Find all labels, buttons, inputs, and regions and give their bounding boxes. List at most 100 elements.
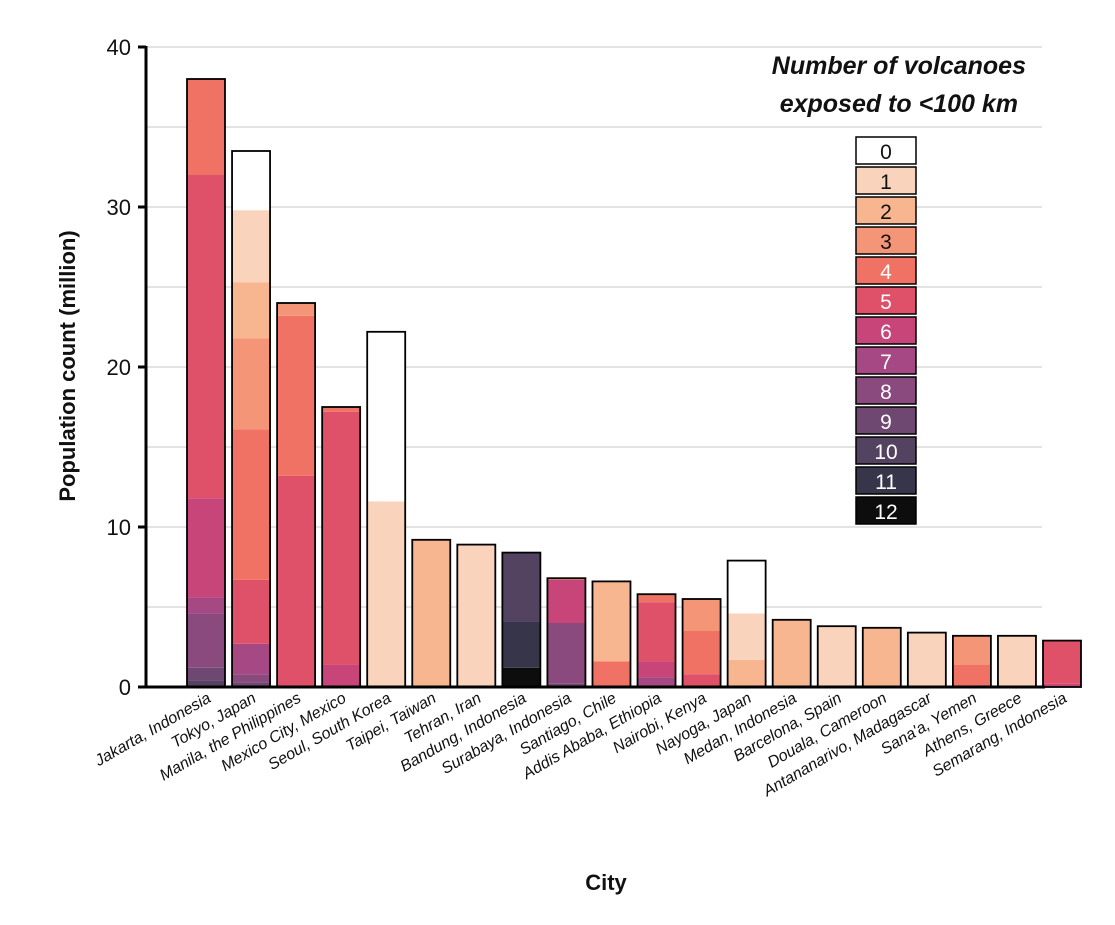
bar-group <box>861 626 902 688</box>
bar-segment <box>547 683 586 687</box>
bar-segment <box>502 667 541 687</box>
bar-group <box>501 551 542 688</box>
bar-segment <box>187 498 225 598</box>
bar-segment <box>997 635 1036 687</box>
bar-group <box>456 543 497 688</box>
legend-swatch <box>855 406 917 435</box>
bar-group <box>726 559 767 688</box>
legend-swatch <box>855 286 917 315</box>
legend-label: 3 <box>880 231 892 254</box>
bar-segment <box>232 643 271 675</box>
legend-swatch <box>855 376 917 405</box>
bar-segment <box>682 631 721 675</box>
bar-segment <box>232 338 271 430</box>
bar-segment <box>502 552 541 622</box>
bar-segment <box>727 560 766 614</box>
legend-label: 11 <box>875 471 897 494</box>
legend-label: 7 <box>880 351 892 374</box>
legend-swatch <box>855 496 917 525</box>
legend-swatch <box>855 196 917 225</box>
legend-swatch <box>855 436 917 465</box>
bar-segment <box>952 664 991 687</box>
bar-segment <box>592 661 631 687</box>
legend-title-line-1: Number of volcanoes <box>772 52 1026 80</box>
legend-label: 8 <box>880 381 892 404</box>
legend-swatch <box>855 226 917 255</box>
bar-segment <box>547 579 586 623</box>
bar-outline <box>1042 639 1082 688</box>
legend-label: 5 <box>880 291 892 314</box>
bar-segment <box>322 411 361 665</box>
legend-swatch <box>855 466 917 495</box>
bar-segment <box>232 151 271 211</box>
legend-label: 4 <box>880 261 892 284</box>
legend-swatch <box>855 136 917 165</box>
bar-segment <box>187 680 225 687</box>
legend-label: 12 <box>874 501 897 524</box>
bar-segment <box>772 619 811 687</box>
bar-segment <box>367 331 406 502</box>
bar-segment <box>187 175 225 499</box>
x-axis-title: City <box>585 870 627 895</box>
bar-group <box>366 330 407 688</box>
bar-group <box>186 78 226 688</box>
bar-segment <box>187 597 225 614</box>
bar-segment <box>952 635 991 665</box>
bar-group <box>321 406 362 688</box>
bar-segment <box>682 674 721 687</box>
bar-segment <box>277 315 316 476</box>
y-ticks: 0 10 20 30 40 <box>107 35 146 700</box>
bar-segment <box>1043 640 1081 684</box>
bar-segment <box>637 602 676 662</box>
legend-label: 6 <box>880 321 892 344</box>
bar-group <box>276 302 317 688</box>
bar-group <box>411 538 452 688</box>
bar-segment <box>727 613 766 660</box>
bar-group <box>681 598 722 688</box>
y-tick-label: 30 <box>107 195 131 220</box>
bar-segment <box>232 429 271 580</box>
bar-group <box>591 580 632 688</box>
bar-group <box>771 618 812 688</box>
bar-segment <box>232 674 271 683</box>
legend-swatch <box>855 316 917 345</box>
bar-segment <box>232 210 271 283</box>
bar-segment <box>682 599 721 631</box>
bar-segment <box>187 79 225 175</box>
y-tick-label: 10 <box>107 515 131 540</box>
bar-segment <box>1043 683 1081 687</box>
legend-label: 9 <box>880 411 892 434</box>
bar-segment <box>862 627 901 687</box>
bar-segment <box>637 661 676 678</box>
bar-segment <box>322 407 361 412</box>
bar-segment <box>277 475 316 687</box>
bar-segment <box>232 282 271 339</box>
bar-segment <box>187 667 225 681</box>
bar-segment <box>367 501 406 687</box>
bar-segment <box>457 544 496 687</box>
bar-group <box>546 577 587 688</box>
bar-segment <box>547 623 586 684</box>
bar-segment <box>232 579 271 644</box>
legend-swatch <box>855 166 917 195</box>
bar-segment <box>502 621 541 668</box>
bar-group <box>906 631 947 688</box>
bar-segment <box>232 682 271 687</box>
bar-segment <box>187 613 225 668</box>
bar-group <box>997 634 1037 688</box>
bar-segment <box>322 664 361 687</box>
legend-label: 1 <box>880 171 892 194</box>
bar-segment <box>637 594 676 603</box>
legend-swatch <box>855 256 917 285</box>
legend-title-line-2: exposed to <100 km <box>780 90 1018 118</box>
bars <box>186 78 1082 688</box>
y-tick-label: 40 <box>107 35 131 60</box>
bar-segment <box>907 632 946 687</box>
bar-segment <box>637 677 676 687</box>
bar-group <box>951 634 992 688</box>
bar-group <box>1042 639 1082 688</box>
bar-segment <box>592 581 631 662</box>
y-tick-label: 20 <box>107 355 131 380</box>
legend-label: 0 <box>880 141 892 164</box>
